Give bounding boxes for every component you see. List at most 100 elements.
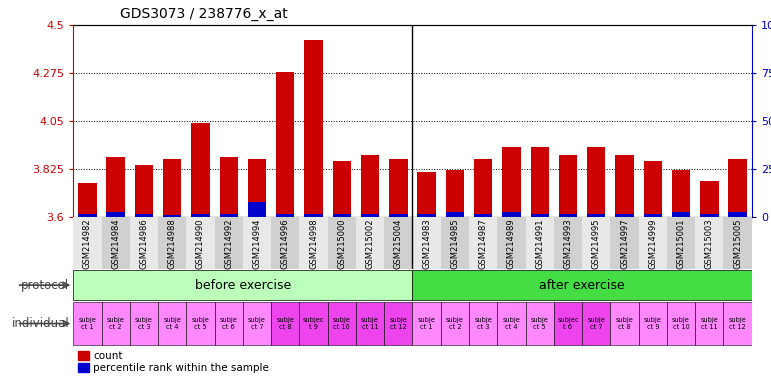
Bar [361, 155, 379, 217]
Bar [723, 217, 752, 269]
Bar [554, 302, 582, 345]
Text: subje
ct 7: subje ct 7 [588, 317, 605, 330]
Text: subjec
t 9: subjec t 9 [303, 317, 325, 330]
Bar [389, 214, 408, 217]
Bar [587, 214, 605, 217]
Bar [611, 302, 638, 345]
Bar [220, 157, 238, 217]
Bar [469, 302, 497, 345]
Bar [474, 214, 493, 217]
Bar [412, 302, 441, 345]
Bar [530, 147, 549, 217]
Bar [130, 217, 158, 269]
Bar [615, 155, 634, 217]
Bar [247, 159, 266, 217]
Text: GSM215004: GSM215004 [394, 218, 403, 269]
Text: GSM214985: GSM214985 [450, 218, 460, 269]
Bar [446, 212, 464, 217]
Text: subje
ct 3: subje ct 3 [474, 317, 492, 330]
Bar [191, 123, 210, 217]
Bar [474, 159, 493, 217]
Bar [220, 214, 238, 217]
Bar [163, 215, 181, 217]
Text: GDS3073 / 238776_x_at: GDS3073 / 238776_x_at [120, 7, 288, 21]
Bar [332, 162, 351, 217]
Text: subje
ct 2: subje ct 2 [106, 317, 125, 330]
Bar [187, 217, 214, 269]
Bar [644, 162, 662, 217]
Bar [187, 302, 214, 345]
Text: GSM214991: GSM214991 [535, 218, 544, 269]
Text: GSM214999: GSM214999 [648, 218, 658, 269]
Text: subje
ct 12: subje ct 12 [729, 317, 746, 330]
Bar [502, 147, 520, 217]
Text: subje
ct 10: subje ct 10 [672, 317, 690, 330]
Bar [700, 181, 719, 217]
Bar [276, 72, 295, 217]
Bar [587, 147, 605, 217]
Text: GSM214990: GSM214990 [196, 218, 205, 269]
Bar [271, 302, 299, 345]
Bar [299, 217, 328, 269]
Bar [384, 302, 412, 345]
Text: subje
ct 11: subje ct 11 [361, 317, 379, 330]
Bar [667, 217, 695, 269]
Bar [135, 165, 153, 217]
Text: GSM215000: GSM215000 [337, 218, 346, 269]
Bar [672, 212, 690, 217]
Bar [559, 155, 577, 217]
Bar [667, 302, 695, 345]
Bar [441, 302, 469, 345]
Text: GSM214993: GSM214993 [564, 218, 573, 269]
Text: subjec
t 6: subjec t 6 [557, 317, 579, 330]
Bar [638, 302, 667, 345]
Text: GSM214992: GSM214992 [224, 218, 234, 269]
Text: GSM214983: GSM214983 [422, 218, 431, 269]
Bar [417, 214, 436, 217]
Bar [328, 302, 356, 345]
Text: GSM214987: GSM214987 [479, 218, 488, 269]
Text: subje
ct 7: subje ct 7 [248, 317, 266, 330]
Bar [305, 214, 323, 217]
Text: subje
ct 5: subje ct 5 [530, 317, 549, 330]
Text: subje
ct 8: subje ct 8 [276, 317, 295, 330]
Bar [526, 217, 554, 269]
Bar [243, 302, 271, 345]
Text: GSM214996: GSM214996 [281, 218, 290, 269]
Bar [78, 183, 96, 217]
Text: individual: individual [12, 317, 69, 330]
Bar [299, 302, 328, 345]
Text: GSM214984: GSM214984 [111, 218, 120, 269]
Bar [305, 40, 323, 217]
Bar [102, 302, 130, 345]
Text: subje
ct 5: subje ct 5 [191, 317, 210, 330]
Bar [73, 217, 102, 269]
Bar [276, 214, 295, 217]
Bar [469, 217, 497, 269]
Text: subje
ct 3: subje ct 3 [135, 317, 153, 330]
Bar [356, 217, 384, 269]
Bar [271, 217, 299, 269]
Text: before exercise: before exercise [195, 279, 291, 291]
Bar [384, 217, 412, 269]
Text: subje
ct 4: subje ct 4 [163, 317, 181, 330]
Bar [130, 302, 158, 345]
Legend: count, percentile rank within the sample: count, percentile rank within the sample [79, 351, 269, 373]
Bar [559, 214, 577, 217]
Bar [497, 217, 526, 269]
Bar [446, 170, 464, 217]
Bar [106, 157, 125, 217]
Bar [73, 270, 412, 300]
Bar [73, 302, 102, 345]
Text: protocol: protocol [22, 279, 69, 291]
Text: subje
ct 1: subje ct 1 [418, 317, 436, 330]
Bar [611, 217, 638, 269]
Bar [361, 214, 379, 217]
Bar [214, 302, 243, 345]
Bar [582, 302, 611, 345]
Bar [441, 217, 469, 269]
Text: subje
ct 10: subje ct 10 [333, 317, 351, 330]
Text: subje
ct 2: subje ct 2 [446, 317, 464, 330]
Bar [729, 159, 747, 217]
Bar [158, 302, 187, 345]
